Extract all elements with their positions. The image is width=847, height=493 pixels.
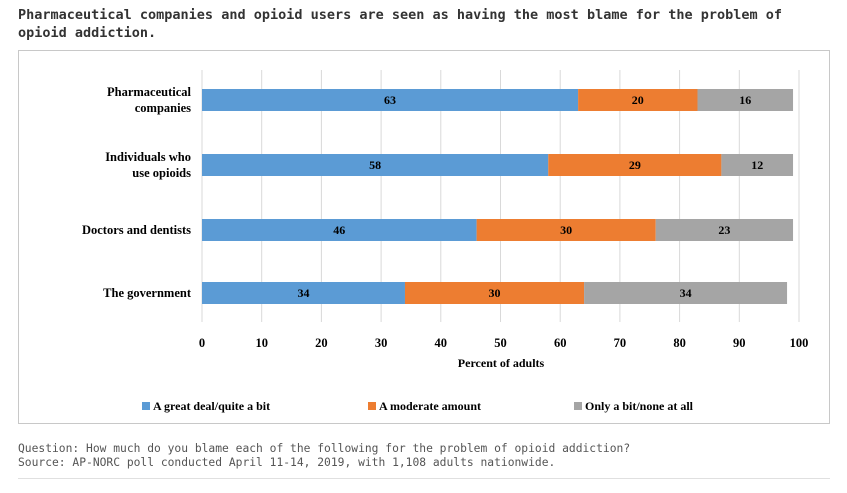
data-label: 20 bbox=[632, 93, 644, 107]
data-label: 12 bbox=[751, 158, 763, 172]
legend-label: A moderate amount bbox=[379, 399, 481, 413]
bar-segment bbox=[548, 154, 722, 176]
category-labels: Pharmaceutical companies Individuals who us… bbox=[82, 85, 192, 300]
data-label: 16 bbox=[739, 93, 751, 107]
x-tick-label: 30 bbox=[375, 336, 388, 350]
x-tick-label: 50 bbox=[494, 336, 507, 350]
bar-segment bbox=[202, 89, 579, 111]
x-tick-label: 80 bbox=[673, 336, 686, 350]
legend: A great deal/quite a bit A moderate amoun… bbox=[142, 399, 694, 413]
category-label: Doctors and dentists bbox=[82, 223, 191, 237]
legend-swatch bbox=[574, 402, 582, 410]
x-tick-label: 70 bbox=[614, 336, 627, 350]
legend-label: Only a bit/none at all bbox=[585, 399, 694, 413]
x-tick-label: 0 bbox=[199, 336, 205, 350]
x-tick-label: 100 bbox=[790, 336, 809, 350]
bottom-divider bbox=[18, 478, 830, 479]
data-label: 58 bbox=[369, 158, 381, 172]
question-note: Question: How much do you blame each of … bbox=[18, 442, 631, 455]
bar-segment bbox=[578, 89, 698, 111]
x-tick-label: 40 bbox=[435, 336, 448, 350]
bar-segment bbox=[721, 154, 794, 176]
x-tick-label: 60 bbox=[554, 336, 567, 350]
category-label: Individuals who bbox=[105, 150, 191, 164]
source-note: Source: AP-NORC poll conducted April 11-… bbox=[18, 456, 556, 469]
data-label: 23 bbox=[718, 223, 730, 237]
x-tick-label: 90 bbox=[733, 336, 746, 350]
x-axis-label: Percent of adults bbox=[458, 356, 545, 370]
x-tick-labels: 0 10 20 30 40 50 60 70 80 90 100 bbox=[199, 336, 809, 350]
data-label: 30 bbox=[560, 223, 572, 237]
bar-segment bbox=[202, 154, 549, 176]
bar-segment bbox=[655, 219, 794, 241]
footnote: Question: How much do you blame each of … bbox=[18, 442, 833, 470]
bar-segment bbox=[476, 219, 656, 241]
chart-title: Pharmaceutical companies and opioid user… bbox=[18, 7, 783, 41]
chart-frame bbox=[18, 50, 830, 424]
x-tick-label: 10 bbox=[255, 336, 268, 350]
bars: 63 20 16 58 29 12 46 30 23 34 30 34 bbox=[202, 89, 794, 304]
bar-segment bbox=[202, 282, 405, 304]
stacked-bar-chart: 63 20 16 58 29 12 46 30 23 34 30 34 Pharmaceutical c… bbox=[82, 70, 809, 413]
bar-segment bbox=[202, 219, 477, 241]
data-label: 30 bbox=[489, 286, 501, 300]
data-label: 34 bbox=[297, 286, 309, 300]
bar-segment bbox=[584, 282, 788, 304]
data-label: 63 bbox=[384, 93, 396, 107]
category-label: companies bbox=[135, 101, 191, 115]
data-label: 46 bbox=[333, 223, 345, 237]
bar-segment bbox=[404, 282, 585, 304]
data-label: 29 bbox=[629, 158, 641, 172]
gridlines bbox=[201, 70, 800, 322]
legend-swatch bbox=[142, 402, 150, 410]
bar-segment bbox=[697, 89, 794, 111]
category-label: Pharmaceutical bbox=[107, 85, 192, 99]
legend-label: A great deal/quite a bit bbox=[153, 399, 270, 413]
category-label: use opioids bbox=[132, 166, 191, 180]
data-label: 34 bbox=[680, 286, 692, 300]
category-label: The government bbox=[103, 286, 192, 300]
x-tick-label: 20 bbox=[315, 336, 328, 350]
legend-swatch bbox=[368, 402, 376, 410]
